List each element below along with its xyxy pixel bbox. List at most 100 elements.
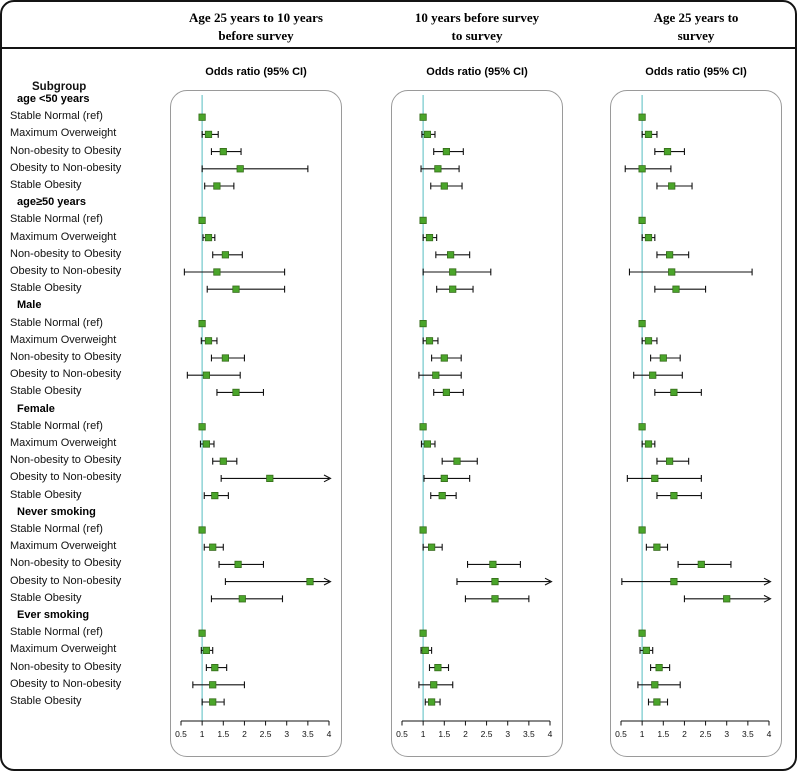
or-marker xyxy=(428,698,436,706)
estimate-row xyxy=(419,113,427,121)
estimate-row xyxy=(645,543,669,551)
estimate-row xyxy=(435,251,471,259)
or-marker xyxy=(651,474,659,483)
estimate-row xyxy=(654,285,707,293)
estimate-row xyxy=(220,474,332,483)
or-marker xyxy=(653,698,661,706)
estimate-row xyxy=(638,629,646,637)
estimate-row xyxy=(638,319,646,328)
estimate-row xyxy=(199,440,215,448)
estimate-row xyxy=(210,595,284,603)
item-label: Obesity to Non-obesity xyxy=(10,161,122,174)
or-marker xyxy=(202,371,211,379)
estimate-row xyxy=(212,251,243,259)
item-label: Non-obesity to Obesity xyxy=(10,247,122,260)
or-marker xyxy=(419,629,427,637)
x-tick-label: 2.5 xyxy=(700,729,712,739)
estimate-row xyxy=(422,543,443,551)
estimate-row xyxy=(419,216,427,224)
or-marker xyxy=(651,681,659,689)
or-marker xyxy=(447,251,455,259)
estimate-row xyxy=(621,577,772,586)
estimate-row xyxy=(677,560,732,569)
item-label: Stable Obesity xyxy=(10,695,82,707)
estimate-row xyxy=(210,148,242,156)
or-marker xyxy=(419,526,427,534)
x-tick-label: 0.5 xyxy=(175,729,187,739)
or-marker xyxy=(440,182,448,190)
estimate-row xyxy=(200,646,214,655)
item-label: Stable Normal (ref) xyxy=(10,626,103,639)
group-label: Ever smoking xyxy=(17,609,90,621)
or-marker xyxy=(638,629,646,637)
estimate-row xyxy=(628,268,753,276)
estimate-row xyxy=(424,698,441,706)
item-label: Obesity to Non-obesity xyxy=(10,574,122,587)
item-label: Non-obesity to Obesity xyxy=(10,144,122,157)
x-tick-label: 3 xyxy=(505,729,510,739)
x-tick-label: 3.5 xyxy=(523,729,535,739)
x-axis: 0.5 1 1.5 2 2.5 3 3.5 4 xyxy=(175,720,332,739)
estimate-row xyxy=(422,337,439,345)
estimate-row xyxy=(423,474,471,483)
estimate-row xyxy=(641,440,656,448)
or-marker xyxy=(644,233,653,242)
or-marker xyxy=(644,440,653,448)
or-marker xyxy=(198,319,206,328)
estimate-row xyxy=(210,354,245,362)
or-marker xyxy=(653,543,661,551)
estimate-row xyxy=(202,233,216,242)
item-label: Maximum Overweight xyxy=(10,643,117,656)
or-marker xyxy=(638,216,646,224)
group-label: age≥50 years xyxy=(17,196,87,209)
or-marker xyxy=(670,491,678,500)
estimate-row xyxy=(201,130,219,139)
estimate-row xyxy=(650,664,671,672)
x-tick-label: 2.5 xyxy=(481,729,493,739)
x-tick-label: 1.5 xyxy=(657,729,669,739)
estimate-row xyxy=(650,354,681,362)
estimate-row xyxy=(466,560,521,569)
estimate-row xyxy=(418,371,462,379)
x-axis: 0.5 1 1.5 2 2.5 3 3.5 4 xyxy=(396,720,553,739)
estimate-row xyxy=(654,148,685,156)
item-label: Maximum Overweight xyxy=(10,540,117,553)
estimate-row xyxy=(201,698,225,706)
or-marker xyxy=(209,543,217,551)
estimate-row xyxy=(420,646,433,655)
estimate-row xyxy=(198,113,206,121)
x-tick-label: 1 xyxy=(421,729,426,739)
or-marker xyxy=(442,388,451,397)
estimate-row xyxy=(433,388,464,397)
estimate-row xyxy=(204,182,235,190)
or-marker xyxy=(232,388,240,397)
or-marker xyxy=(491,577,499,586)
or-marker xyxy=(442,148,451,156)
estimate-row xyxy=(436,285,474,293)
item-label: Obesity to Non-obesity xyxy=(10,471,122,484)
estimate-row xyxy=(641,337,658,345)
estimate-row xyxy=(656,457,690,465)
or-marker xyxy=(434,165,442,173)
estimate-row xyxy=(456,577,553,586)
or-marker xyxy=(425,337,434,345)
item-label: Non-obesity to Obesity xyxy=(10,660,122,673)
or-marker xyxy=(642,646,651,655)
or-marker xyxy=(221,251,230,259)
or-marker xyxy=(219,148,227,156)
forest-panel-1: 0.5 1 1.5 2 2.5 3 3.5 4 xyxy=(170,90,342,757)
estimate-row xyxy=(428,664,450,672)
or-marker xyxy=(423,130,432,139)
or-marker xyxy=(638,423,646,431)
item-label: Stable Normal (ref) xyxy=(10,316,103,329)
item-label: Stable Normal (ref) xyxy=(10,419,103,432)
estimate-row xyxy=(441,457,478,465)
or-marker xyxy=(204,337,213,345)
ci-arrow-right xyxy=(544,577,553,586)
or-marker xyxy=(234,560,242,569)
or-marker xyxy=(211,491,219,500)
estimate-row xyxy=(647,698,669,706)
item-label: Stable Normal (ref) xyxy=(10,523,103,535)
estimate-row xyxy=(418,681,454,689)
